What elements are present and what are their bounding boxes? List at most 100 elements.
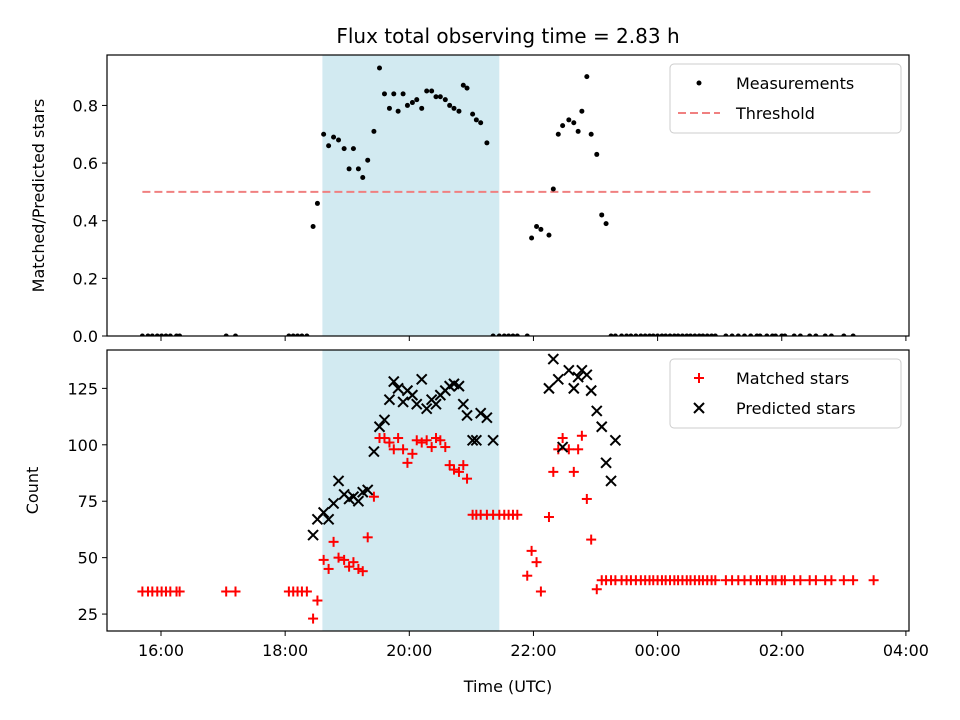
data-point [174,586,185,597]
data-point [585,384,597,397]
legend: Measurements Threshold [669,63,902,134]
data-point [700,333,706,336]
data-point [429,88,435,94]
legend-label: Matched stars [736,369,849,388]
data-point [395,108,401,114]
data-point [696,333,702,336]
y-axis-label: Count [23,467,42,515]
data-point [538,226,544,232]
data-point [764,333,770,336]
data-point [638,333,644,336]
data-point [807,333,813,336]
data-point [451,105,457,111]
data-point [460,82,466,88]
data-point [139,333,145,336]
data-point [444,460,455,471]
shaded-span [322,55,500,336]
data-point [462,473,473,484]
axes-frame [106,54,910,337]
data-point [154,333,160,336]
data-point [352,495,365,507]
data-point [323,563,334,574]
legend-label: Measurements [736,74,854,93]
data-point [159,333,165,336]
data-point [381,91,387,97]
data-point [327,497,340,510]
data-point [723,333,729,336]
data-point [599,212,605,218]
data-point [612,333,618,336]
data-point [547,353,560,365]
data-point [735,333,741,336]
data-point [314,200,320,206]
data-point [791,333,797,336]
data-point [391,91,397,97]
data-point [426,442,437,453]
legend-swatch [693,402,705,414]
data-point [416,373,428,386]
data-point [868,575,879,586]
data-point [365,157,371,163]
data-point [371,128,377,134]
data-point [484,140,490,146]
ratio-panel: 0.0 0.2 0.4 0.6 0.8 Matched/Predicted stars Me… [29,54,910,346]
data-point [398,444,409,455]
data-point [828,333,834,336]
data-point [420,402,433,415]
data-point [388,375,400,388]
x-tick-label: 00:00 [635,641,681,660]
data-point [437,94,443,100]
x-tick-label: 18:00 [262,641,308,660]
data-point [326,143,332,149]
data-point [321,131,327,137]
data-point [546,232,552,238]
data-point [566,117,572,123]
data-point [230,586,241,597]
data-point [458,460,469,471]
data-point [409,100,415,106]
data-point [149,333,155,336]
count-panel: 16:00 18:00 20:00 22:00 00:00 02:00 04:00 25 50 7… [23,349,929,675]
data-point [470,434,483,446]
data-point [526,545,537,556]
data-point [552,373,564,386]
data-point [221,586,232,597]
data-point [501,333,507,336]
data-point [384,437,395,448]
data-point [362,484,374,496]
data-point [402,457,413,468]
data-point [591,584,602,595]
data-point [841,333,847,336]
data-point [576,430,587,441]
data-point [568,382,580,395]
data-point [543,512,554,523]
data-point [362,532,373,543]
y-tick-label: 0.6 [73,154,98,173]
data-point [617,665,627,675]
data-point [647,333,653,336]
data-point [368,445,380,458]
data-point [461,409,473,422]
data-point [470,111,476,117]
data-point [430,433,441,444]
y-tick-label: 100 [67,436,98,455]
data-point [328,536,339,547]
axes-frame [106,349,910,632]
legend-swatch [696,80,702,86]
data-point [336,137,342,143]
data-point [757,333,763,336]
data-point [795,575,806,586]
data-point [448,464,459,475]
data-point [510,333,516,336]
data-point [377,65,383,71]
data-point [671,333,677,336]
data-point [579,108,585,114]
data-point [782,333,788,336]
data-point [411,435,422,446]
data-point [663,333,669,336]
data-point [393,433,404,444]
data-point [496,333,502,336]
data-point [624,333,630,336]
data-point [710,575,721,586]
data-point [692,333,698,336]
